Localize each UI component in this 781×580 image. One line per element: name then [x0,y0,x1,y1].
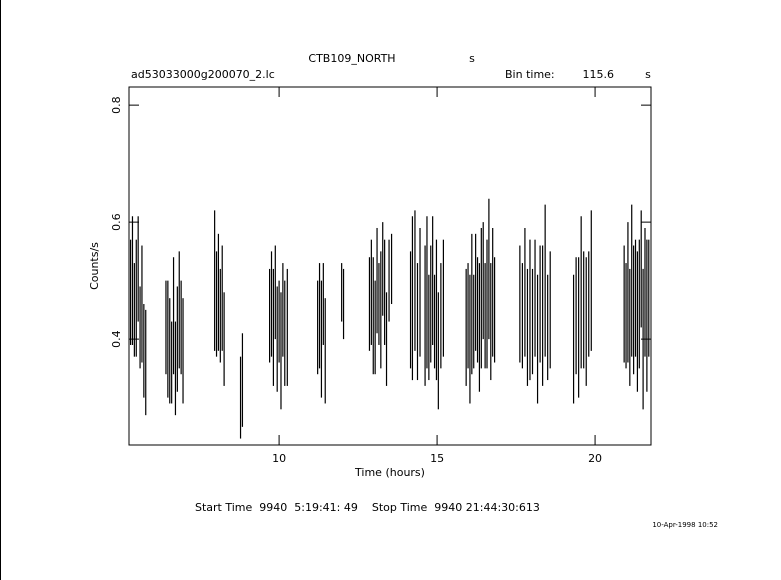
y-tick-label: 0.8 [110,96,123,114]
y-axis-label: Counts/s [88,242,101,290]
y-tick-label: 0.6 [110,213,123,231]
chart-title: CTB109_NORTH [308,52,395,65]
bin-time: 115.6 [583,68,615,81]
title-suffix: s [469,52,475,65]
bin-time-label: Bin time: [505,68,555,81]
x-tick-label: 10 [272,452,286,465]
plot-frame [128,86,652,446]
timestamp: 10-Apr-1998 10:52 [652,521,718,529]
x-tick-label: 20 [588,452,602,465]
x-axis-label: Time (hours) [354,466,425,479]
subtitle: ad53033000g200070_2.lc [131,68,275,81]
x-tick-label: 15 [430,452,444,465]
bin-time-unit: s [645,68,651,81]
y-tick-label: 0.4 [110,330,123,348]
footer: Start Time 9940 5:19:41: 49 Stop Time 99… [195,501,540,514]
